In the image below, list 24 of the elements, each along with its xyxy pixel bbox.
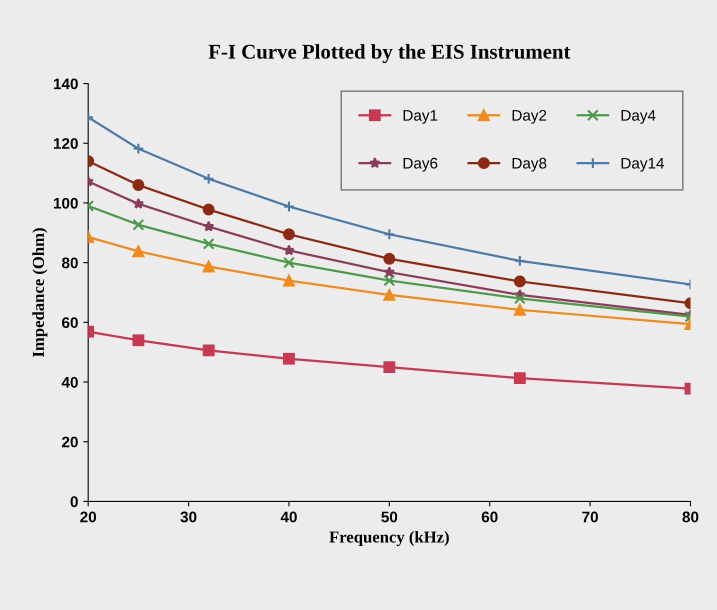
legend-label: Day8: [512, 158, 546, 172]
y-tick-label: 20: [62, 436, 78, 448]
x-tick-label: 30: [180, 512, 196, 522]
legend-label: Day1: [404, 110, 438, 124]
x-tick-label: 50: [381, 512, 398, 522]
y-tick-label: 80: [62, 258, 78, 268]
x-tick-label: 60: [482, 512, 498, 522]
x-tick-label: 40: [280, 512, 297, 522]
legend-label: Day6: [404, 158, 438, 172]
x-tick-label: 20: [80, 512, 96, 522]
y-axis-title: Impedance (Ohm): [32, 228, 48, 357]
y-tick-label: 100: [54, 198, 78, 209]
legend-label: Day2: [512, 110, 546, 124]
x-tick-label: 70: [582, 512, 598, 522]
chart-title: F-I Curve Plotted by the EIS Instrument: [208, 44, 570, 64]
x-axis-title: Frequency (kHz): [329, 530, 449, 546]
y-tick-label: 120: [54, 138, 78, 149]
y-tick-label: 0: [70, 496, 78, 508]
y-tick-label: 60: [62, 317, 78, 328]
y-tick-label: 140: [54, 78, 78, 90]
x-tick-label: 80: [682, 512, 698, 522]
legend-label: Day4: [622, 110, 656, 124]
legend-label: Day14: [622, 158, 664, 172]
y-tick-label: 40: [62, 376, 78, 388]
